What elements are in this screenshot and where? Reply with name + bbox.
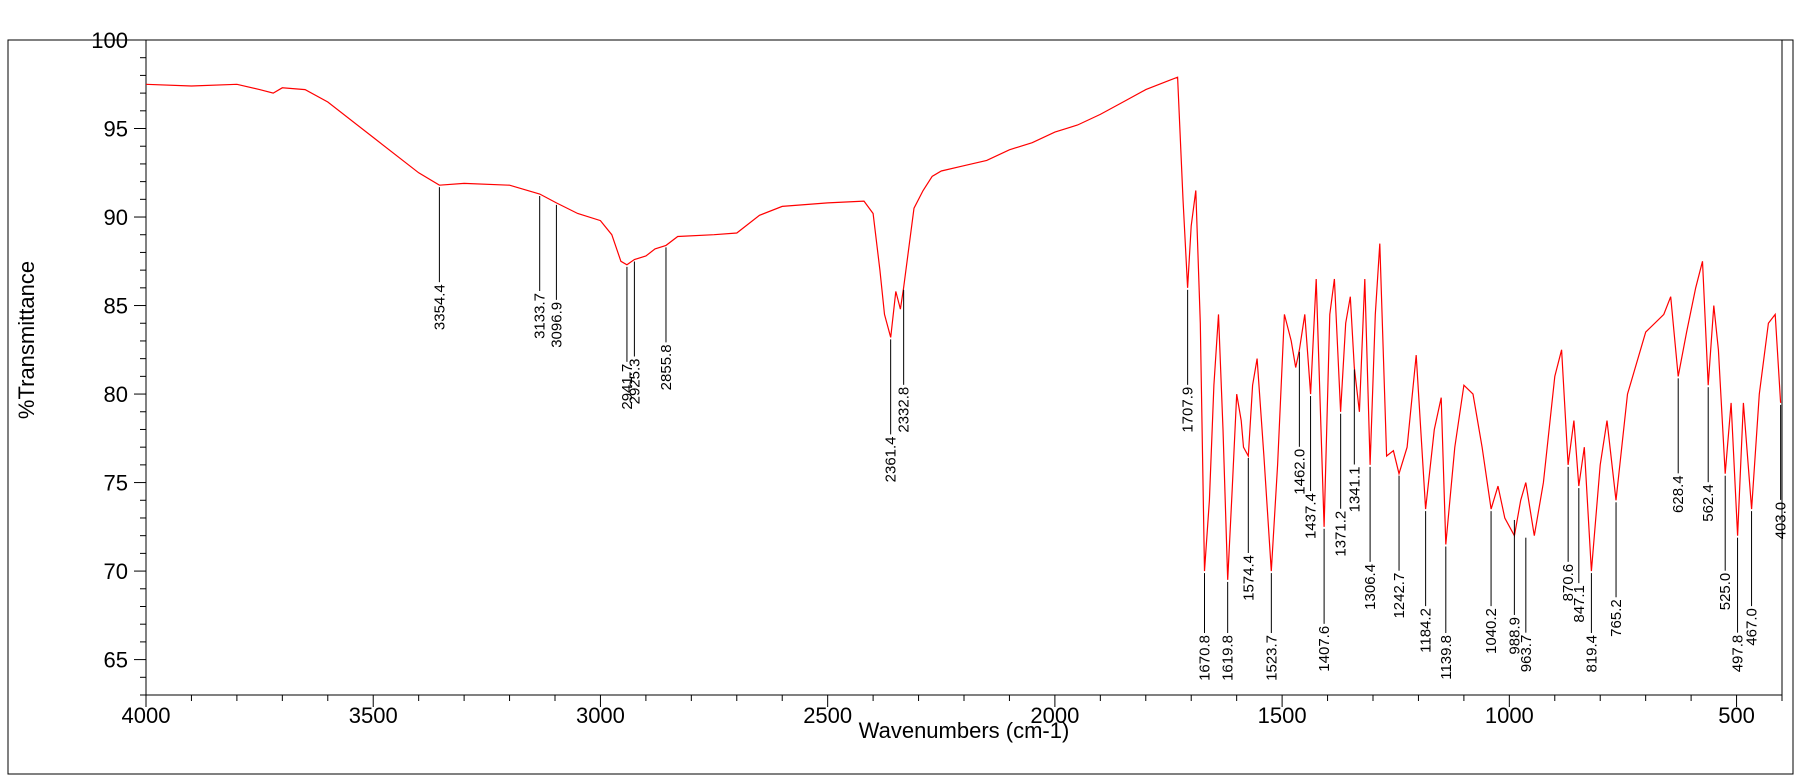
y-tick-label: 100 [91,28,128,53]
y-tick-label: 95 [104,117,128,142]
x-tick-label: 1500 [1258,703,1307,728]
x-tick-label: 3500 [349,703,398,728]
peak-label: 1523.7 [1263,635,1280,681]
peak-label: 819.4 [1583,635,1600,673]
x-axis-title: Wavenumbers (cm-1) [859,718,1070,743]
x-tick-label: 1000 [1485,703,1534,728]
peak-label: 2925.3 [626,359,643,405]
peak-label: 403.0 [1773,502,1790,540]
axis-tick-labels: 65 70 75 80 85 90 95 100 4000 3500 3000 2500 2000 150… [91,28,1755,728]
peak-label: 1574.4 [1240,555,1257,601]
peak-label: 628.4 [1670,475,1687,513]
x-tick-label: 500 [1718,703,1755,728]
peak-label: 2361.4 [883,436,900,482]
peak-label: 1462.0 [1291,449,1308,495]
y-tick-label: 80 [104,382,128,407]
peak-label: 562.4 [1700,484,1717,522]
peak-label: 1407.6 [1316,626,1333,672]
y-tick-label: 90 [104,205,128,230]
peak-label: 1306.4 [1362,564,1379,610]
peak-label: 1437.4 [1303,493,1320,539]
x-tick-label: 4000 [122,703,171,728]
peak-label: 1040.2 [1483,608,1500,654]
spectrum-series-line [145,76,1782,580]
peak-label: 3133.7 [532,293,549,339]
x-tick-label: 2000 [1030,703,1079,728]
peak-label: 3096.9 [548,302,565,348]
peak-label: 1707.9 [1180,387,1197,433]
peak-label: 1184.2 [1418,608,1435,653]
peak-label: 2941.7 [619,364,636,410]
peak-label: 2332.8 [896,387,913,433]
peak-label: 525.0 [1717,573,1734,611]
peak-label: 3354.4 [431,284,448,330]
peak-label: 1670.8 [1197,635,1214,681]
peak-label: 1242.7 [1391,573,1408,619]
peak-label: 497.8 [1730,635,1747,673]
peak-label: 467.0 [1744,608,1761,646]
peak-label: 2855.8 [658,344,675,390]
y-tick-label: 85 [104,294,128,319]
peak-label: 988.9 [1506,617,1523,655]
peak-label: 963.7 [1518,635,1535,673]
peak-label: 1139.8 [1438,635,1455,680]
y-axis-title: %Transmittance [14,261,39,419]
peak-label: 1341.1 [1346,466,1363,512]
y-tick-label: 70 [104,559,128,584]
y-tick-label: 65 [104,648,128,673]
peak-label: 1619.8 [1220,635,1237,681]
peak-label: 1371.2 [1333,511,1350,557]
peak-label: 765.2 [1608,599,1625,637]
x-tick-label: 3000 [576,703,625,728]
x-tick-label: 2500 [803,703,852,728]
peak-label: 870.6 [1560,564,1577,602]
y-tick-label: 75 [104,471,128,496]
peak-label: 847.1 [1571,585,1588,623]
axis-ticks [134,39,1783,707]
